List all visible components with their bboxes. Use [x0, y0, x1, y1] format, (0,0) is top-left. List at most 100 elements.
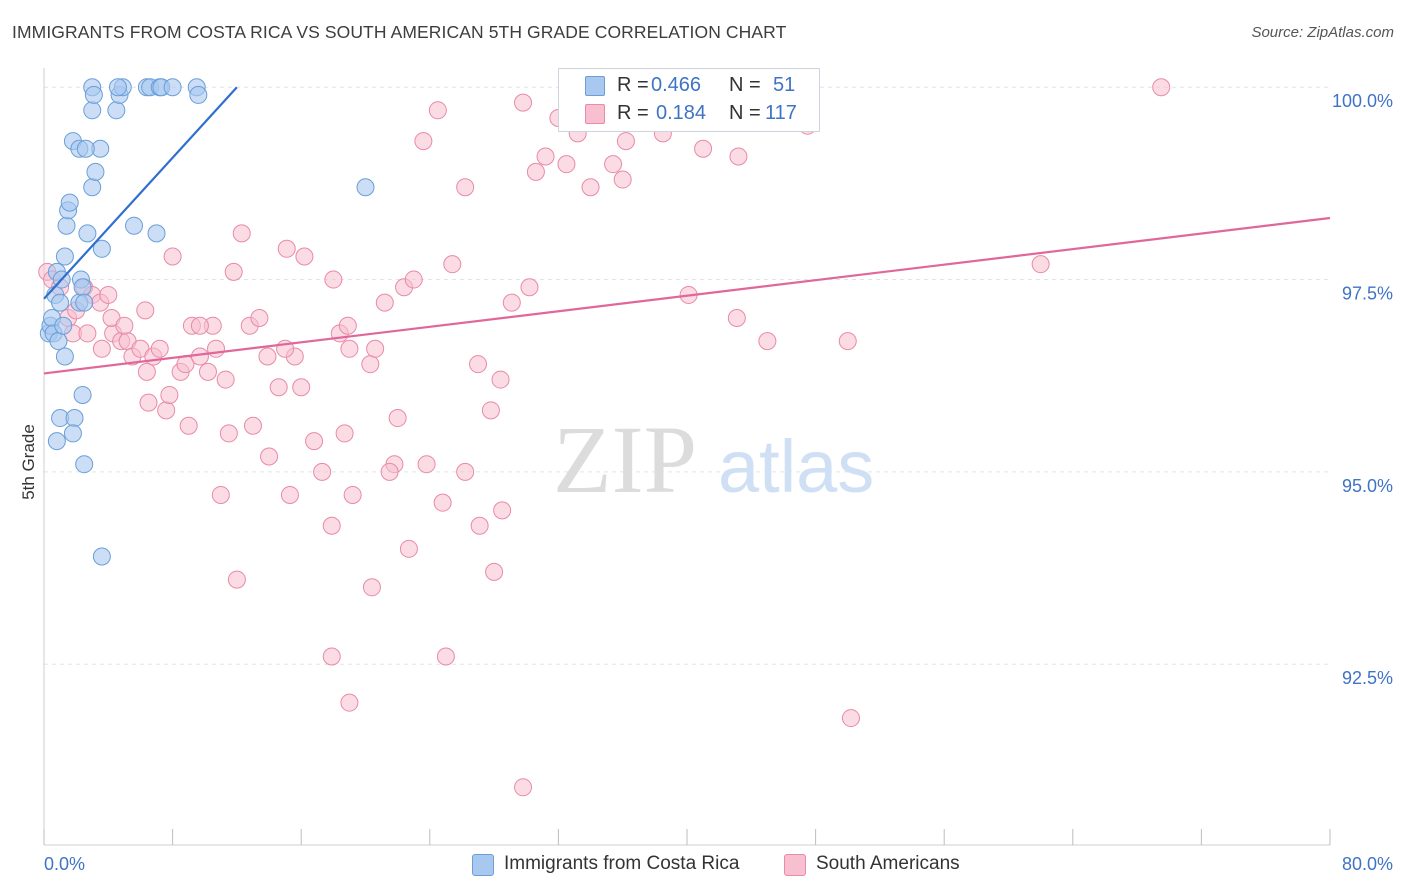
point-south-americans	[243, 416, 262, 435]
y-tick-label: 92.5%	[1342, 668, 1393, 688]
point-south-americans	[729, 147, 748, 166]
point-costa-rica	[84, 85, 103, 104]
trend-lines	[43, 86, 1331, 375]
point-south-americans	[428, 101, 447, 120]
point-south-americans	[163, 247, 182, 266]
point-south-americans	[190, 347, 209, 366]
point-costa-rica	[108, 78, 127, 97]
point-south-americans	[536, 147, 555, 166]
point-south-americans	[92, 339, 111, 358]
legend-n-label: N =	[729, 102, 761, 124]
legend-r-label: R =	[617, 74, 649, 96]
legend-swatch-blue	[472, 854, 494, 876]
legend-r-value: 0.466	[651, 74, 702, 96]
point-south-americans	[469, 355, 488, 374]
point-south-americans	[443, 255, 462, 274]
y-tick-label: 97.5%	[1342, 284, 1393, 304]
point-south-americans	[219, 424, 238, 443]
x-tick-label: 80.0%	[1342, 854, 1393, 874]
point-south-americans	[604, 155, 623, 174]
tick-labels: 92.5% 95.0% 97.5% 100.0% 0.0% 80.0%	[44, 91, 1393, 874]
point-south-americans	[335, 424, 354, 443]
point-south-americans	[160, 385, 179, 404]
source-label: Source: ZipAtlas.com	[1251, 24, 1394, 41]
point-south-americans	[338, 316, 357, 335]
point-south-americans	[190, 316, 209, 335]
point-south-americans	[520, 278, 539, 297]
point-south-americans	[433, 493, 452, 512]
axes	[43, 68, 1331, 846]
point-south-americans	[616, 132, 635, 151]
chart-title: IMMIGRANTS FROM COSTA RICA VS SOUTH AMER…	[12, 22, 787, 42]
series-south-americans	[38, 78, 1171, 797]
point-south-americans	[250, 309, 269, 328]
point-south-americans	[456, 462, 475, 481]
point-south-americans	[1031, 255, 1050, 274]
point-south-americans	[388, 409, 407, 428]
legend-label-costa-rica: Immigrants from Costa Rica	[504, 853, 740, 874]
point-costa-rica	[125, 216, 144, 235]
legend-n-value: 51	[773, 74, 796, 96]
legend-n-value: 117	[765, 102, 797, 124]
point-south-americans	[224, 262, 243, 281]
point-south-americans	[485, 562, 504, 581]
point-south-americans	[470, 516, 489, 535]
y-tick-label: 95.0%	[1342, 476, 1393, 496]
series-legend: Immigrants from Costa Rica South America…	[0, 850, 1406, 878]
point-costa-rica	[83, 101, 102, 120]
point-costa-rica	[147, 224, 166, 243]
point-costa-rica	[78, 224, 97, 243]
point-south-americans	[322, 516, 341, 535]
point-costa-rica	[107, 101, 126, 120]
point-south-americans	[295, 247, 314, 266]
point-south-americans	[292, 378, 311, 397]
point-south-americans	[380, 462, 399, 481]
point-south-americans	[115, 316, 134, 335]
series-costa-rica	[39, 78, 375, 566]
point-south-americans	[78, 324, 97, 343]
point-south-americans	[139, 393, 158, 412]
point-costa-rica	[92, 239, 111, 258]
point-south-americans	[414, 132, 433, 151]
point-south-americans	[232, 224, 251, 243]
y-axis-label: 5th Grade	[19, 424, 38, 500]
point-costa-rica	[49, 332, 68, 351]
trend-line-costa-rica	[43, 86, 238, 300]
point-south-americans	[456, 178, 475, 197]
point-costa-rica	[73, 278, 92, 297]
point-costa-rica	[54, 316, 73, 335]
point-south-americans	[417, 455, 436, 474]
point-south-americans	[502, 293, 521, 312]
point-south-americans	[136, 301, 155, 320]
point-south-americans	[557, 155, 576, 174]
point-south-americans	[694, 139, 713, 158]
point-south-americans	[727, 309, 746, 328]
point-south-americans	[1152, 78, 1171, 97]
point-south-americans	[198, 362, 217, 381]
point-south-americans	[343, 485, 362, 504]
point-south-americans	[280, 485, 299, 504]
point-south-americans	[179, 416, 198, 435]
point-costa-rica	[86, 162, 105, 181]
point-south-americans	[150, 339, 169, 358]
point-south-americans	[841, 709, 860, 728]
point-south-americans	[362, 578, 381, 597]
point-south-americans	[758, 332, 777, 351]
point-costa-rica	[75, 293, 94, 312]
point-south-americans	[366, 339, 385, 358]
legend-n-label: N =	[729, 74, 761, 96]
legend-swatch-blue	[585, 76, 605, 96]
point-costa-rica	[55, 247, 74, 266]
legend-row-costa-rica: R = 0.466 N = 51	[559, 72, 819, 100]
point-costa-rica	[60, 193, 79, 212]
trend-line-south-americans	[43, 216, 1331, 375]
point-costa-rica	[51, 293, 70, 312]
point-south-americans	[581, 178, 600, 197]
point-south-americans	[436, 647, 455, 666]
watermark-atlas: atlas	[718, 425, 874, 508]
point-south-americans	[137, 362, 156, 381]
point-south-americans	[260, 447, 279, 466]
point-south-americans	[514, 93, 533, 112]
correlation-legend: R = 0.466 N = 51 R = 0.184 N = 117	[558, 68, 820, 132]
